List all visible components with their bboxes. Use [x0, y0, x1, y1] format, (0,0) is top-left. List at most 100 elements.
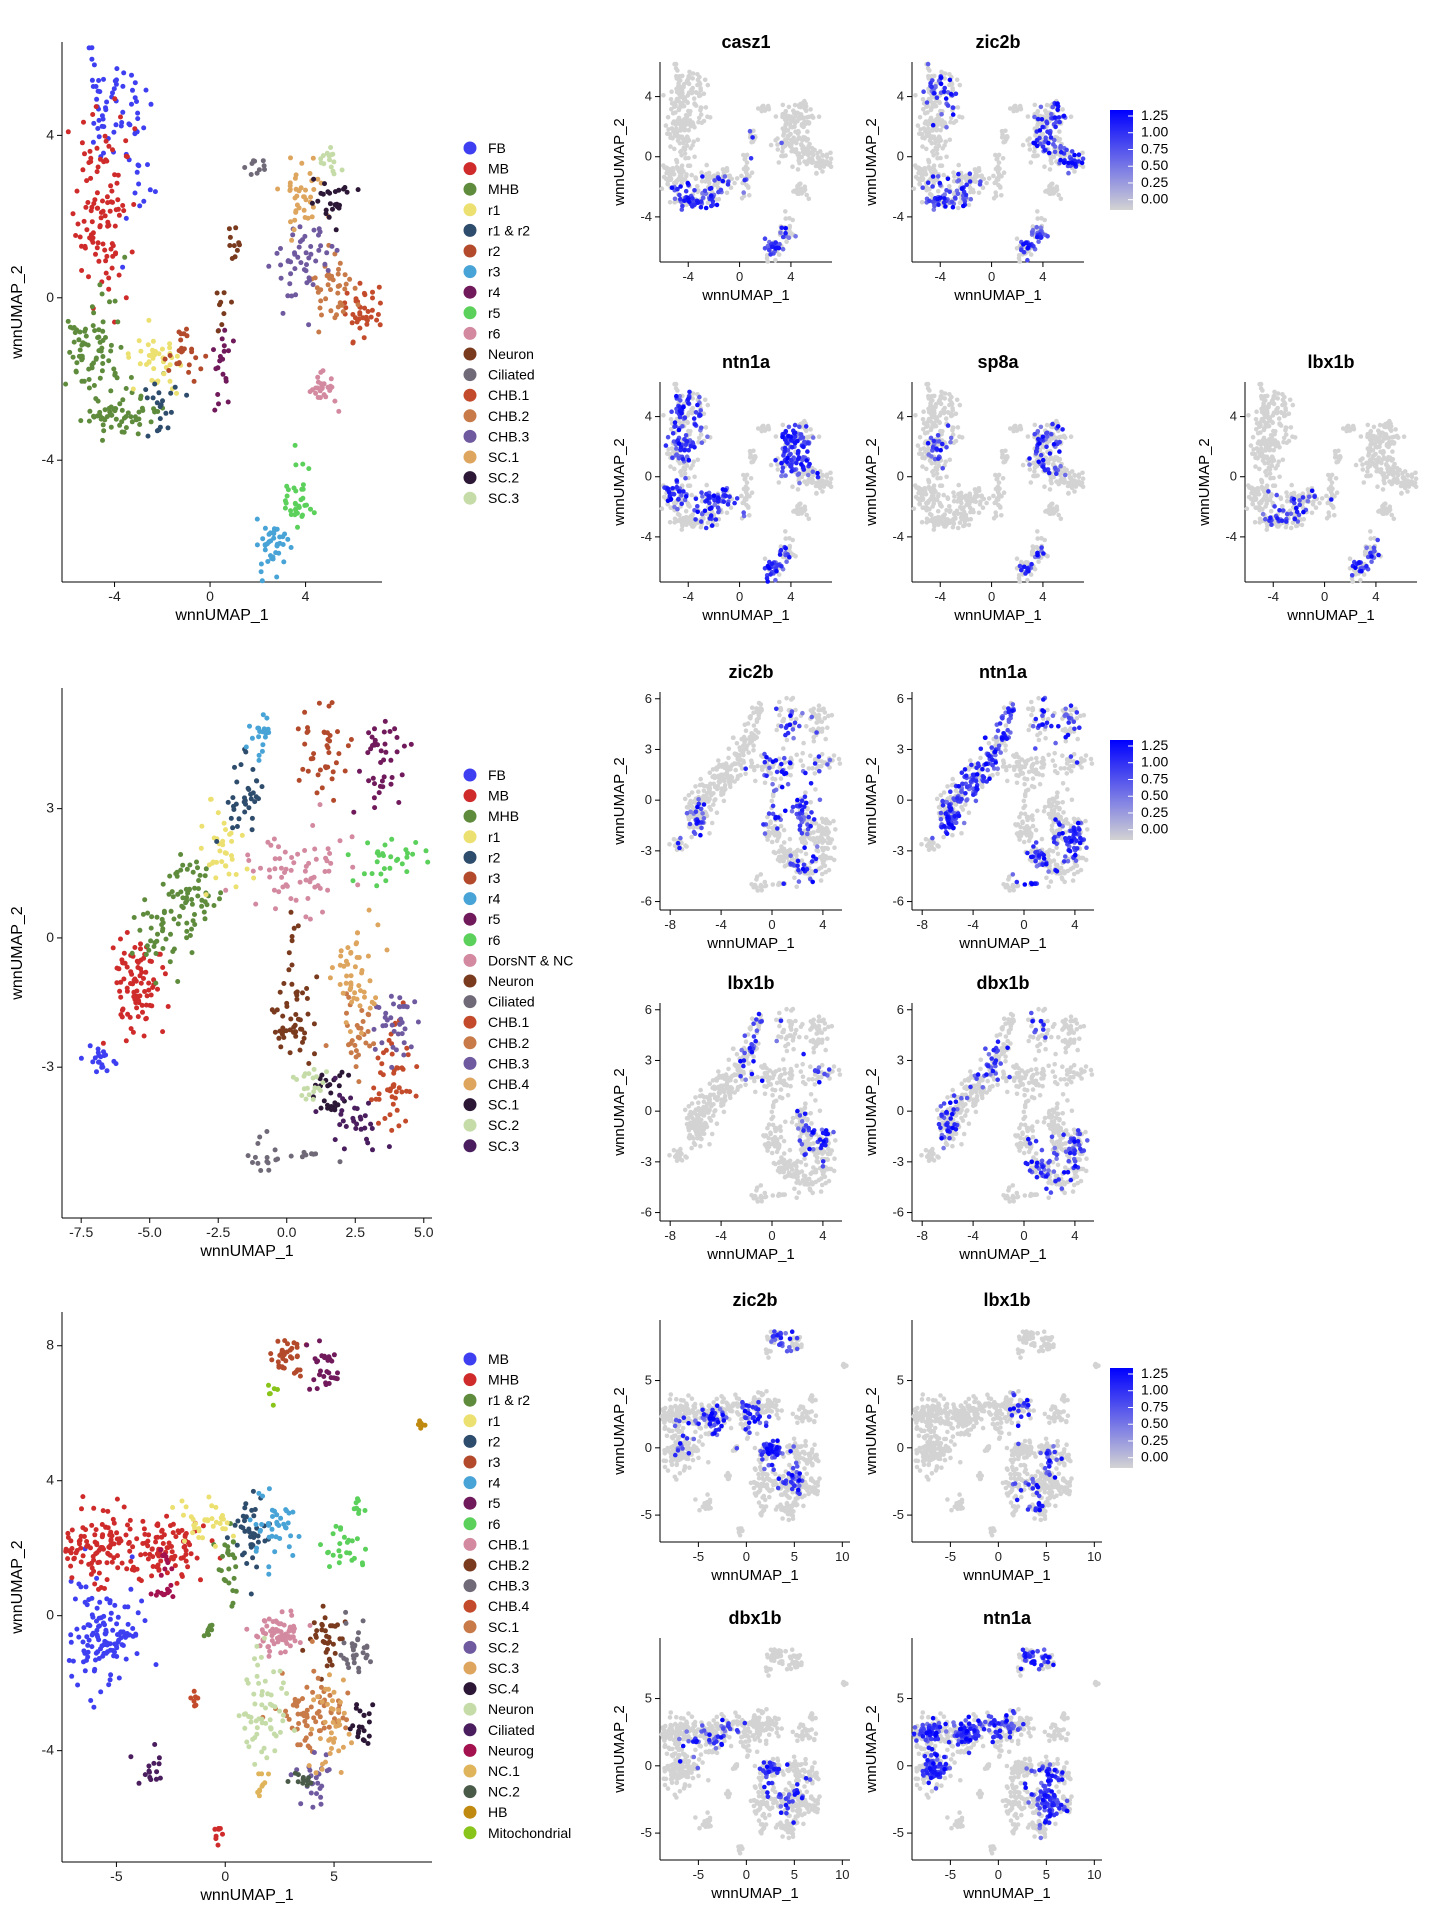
cell-point [349, 999, 355, 1005]
cell-point [279, 1609, 285, 1615]
cell-point [342, 185, 348, 190]
cell-point [370, 775, 376, 781]
cell-point [112, 1602, 118, 1608]
cell-point [810, 435, 816, 440]
cell-point [168, 908, 174, 914]
cell-point [244, 866, 250, 872]
cell-point [141, 125, 147, 131]
cell-point [667, 519, 673, 525]
cell-point [293, 990, 299, 996]
cell-point [132, 414, 138, 420]
cell-point [100, 1653, 106, 1659]
cell-point [85, 1642, 91, 1648]
cell-point [926, 133, 931, 139]
cell-point [170, 1505, 176, 1510]
cell-point [280, 1718, 286, 1724]
cell-point [347, 276, 353, 282]
cell-point [808, 157, 813, 162]
cell-point [99, 1534, 105, 1540]
cell-point [319, 1699, 325, 1705]
cell-point [348, 982, 354, 988]
cell-point [274, 574, 280, 580]
cell-point [320, 153, 326, 159]
cell-point [155, 931, 160, 937]
cell-point [118, 344, 124, 350]
cell-point [368, 314, 374, 320]
cell-point [310, 155, 316, 161]
cell-point [365, 309, 371, 314]
cell-point [389, 1094, 395, 1100]
cell-point [308, 194, 314, 200]
legend-swatch [463, 182, 477, 196]
cell-point [264, 715, 270, 721]
cell-point [146, 1768, 152, 1774]
cell-point [331, 1739, 337, 1745]
cell-point [103, 270, 109, 276]
cell-point [262, 1538, 268, 1544]
cell-point [106, 143, 112, 149]
cell-point [1079, 160, 1085, 166]
cell-point [122, 1632, 128, 1638]
cell-point [805, 120, 811, 126]
cell-point [1051, 142, 1056, 147]
cell-point [677, 140, 683, 146]
cell-point [383, 749, 389, 755]
cell-point [102, 1638, 108, 1644]
cell-point [170, 1521, 176, 1527]
cell-point [86, 385, 92, 391]
cell-point [227, 234, 233, 240]
cell-point [308, 756, 314, 762]
cell-point [123, 425, 129, 431]
cell-point [300, 1780, 306, 1786]
cell-point [375, 742, 380, 748]
cell-point [285, 293, 291, 299]
cell-point [258, 569, 264, 575]
cell-point [695, 457, 701, 463]
x-tick-label: -5.0 [138, 1224, 162, 1240]
legend-swatch [463, 1098, 477, 1112]
cell-point [991, 173, 996, 179]
legend-swatch [463, 1599, 477, 1613]
cell-point [672, 196, 678, 202]
cell-point [311, 227, 317, 233]
cell-point [71, 339, 77, 345]
cell-point [205, 1630, 210, 1635]
cell-point [816, 434, 822, 440]
cell-point [382, 1116, 388, 1121]
cell-point [255, 1662, 261, 1668]
cell-point [1045, 129, 1050, 134]
cell-point [813, 483, 819, 489]
cell-point [100, 198, 105, 204]
cell-point [254, 516, 260, 522]
cell-point [155, 1562, 161, 1568]
cell-point [136, 1780, 142, 1786]
cell-point [682, 151, 688, 156]
cell-point [161, 371, 167, 377]
cell-point [262, 1678, 268, 1684]
cell-point [346, 1665, 352, 1671]
cell-point [404, 1045, 410, 1051]
cell-point [74, 1626, 80, 1632]
cell-point [353, 1652, 359, 1658]
cell-point [189, 901, 195, 907]
cell-point [297, 224, 303, 230]
cell-point [920, 135, 925, 140]
cell-point [674, 86, 679, 92]
cell-point [286, 950, 292, 956]
cell-point [136, 181, 142, 187]
y-tick-label: 0 [46, 929, 54, 945]
cell-point [691, 139, 696, 144]
cell-point [288, 1634, 294, 1640]
cell-point [229, 853, 234, 859]
cell-point [742, 177, 747, 183]
cell-point [122, 960, 128, 966]
cell-point [298, 260, 304, 266]
cell-point [344, 1010, 349, 1016]
cell-point [105, 219, 111, 225]
cell-point [111, 129, 117, 135]
cell-point [911, 186, 917, 191]
cell-point [338, 1526, 343, 1532]
cell-point [148, 419, 154, 425]
cell-point [1057, 129, 1062, 134]
cell-point [699, 440, 705, 446]
